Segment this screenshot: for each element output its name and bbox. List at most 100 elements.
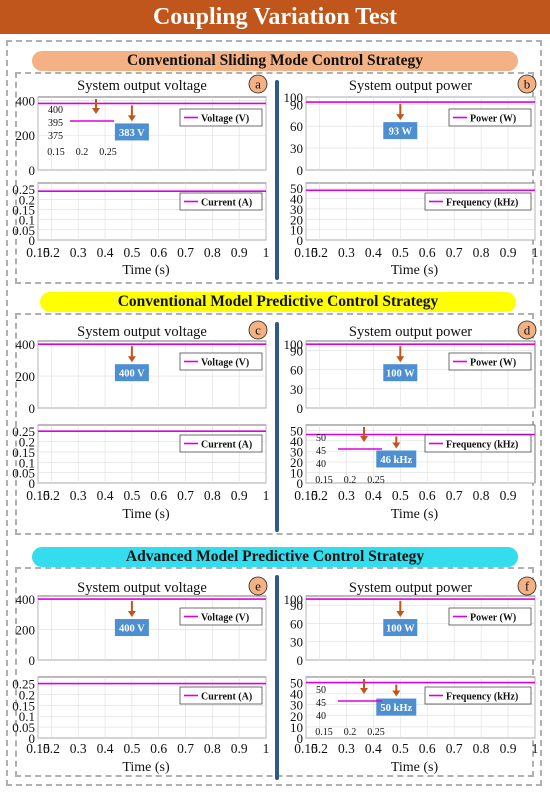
y-tick-a-bot-5: 0.25 <box>12 182 35 197</box>
callout-arrow-head-d-top <box>396 356 405 363</box>
inset-arrow-head-d-bot <box>360 436 368 442</box>
legend-box-c-top <box>179 352 263 371</box>
legend-label-f-bot: Frequency (kHz) <box>446 692 518 703</box>
x-tick-a-2: 0.3 <box>70 245 87 260</box>
x-tick-b-4: 0.5 <box>392 245 409 260</box>
callout-box-a-top <box>114 123 149 141</box>
x-tick-b-3: 0.4 <box>365 245 382 260</box>
legend-label-e-top: Voltage (V) <box>201 613 249 624</box>
callout-arrow-head-e-top <box>127 611 136 618</box>
x-tick-e-2: 0.3 <box>70 741 87 756</box>
panel-badge-d <box>517 320 537 340</box>
divider-2 <box>275 322 279 532</box>
y-tick-d-bot-3: 30 <box>290 444 303 459</box>
y-tick-e-bot-2: 0.1 <box>19 709 35 724</box>
x-tick-e-8: 0.9 <box>231 741 248 756</box>
y-tick-c-top-1: 200 <box>16 369 36 384</box>
inset-x-tick-f-bot-2: 0.25 <box>367 727 385 738</box>
panel-badge-a <box>248 74 268 94</box>
y-tick-d-top-2: 60 <box>290 363 303 378</box>
y-tick-b-top-1: 30 <box>290 141 303 156</box>
x-tick-d-7: 0.8 <box>473 488 490 503</box>
x-tick-b-9: 1 <box>532 245 539 260</box>
callout-arrow-head-d-bot <box>392 442 401 449</box>
inset-y-tick-d-bot-2: 40 <box>316 459 326 470</box>
inset-x-tick-d-bot-2: 0.25 <box>367 475 385 486</box>
x-tick-b-0: 0.15 <box>294 245 318 260</box>
y-tick-d-bot-1: 10 <box>290 465 303 480</box>
inset-y-tick-a-top-1: 395 <box>48 118 63 129</box>
y-tick-f-bot-2: 20 <box>290 709 303 724</box>
y-tick-a-bot-4: 0.2 <box>19 192 35 207</box>
inset-x-tick-a-top-2: 0.25 <box>99 147 117 158</box>
y-tick-c-top-2: 400 <box>16 337 36 352</box>
y-tick-a-bot-3: 0.15 <box>12 202 35 217</box>
legend-box-b-bot <box>424 192 532 211</box>
x-tick-d-3: 0.4 <box>365 488 382 503</box>
section-frame-smc <box>15 72 534 284</box>
panel-letter-b: b <box>524 77 531 92</box>
panel-title-e: System output voltage <box>77 580 207 596</box>
x-tick-a-7: 0.8 <box>204 245 221 260</box>
y-tick-a-bot-2: 0.1 <box>19 213 35 228</box>
callout-label-c-top: 400 V <box>119 369 145 380</box>
plot-frame-d-top <box>305 340 536 409</box>
y-tick-c-bot-5: 0.25 <box>12 424 35 439</box>
callout-box-e-top <box>114 619 149 637</box>
callout-label-d-bot: 46 kHz <box>380 455 412 466</box>
x-tick-f-7: 0.8 <box>473 741 490 756</box>
callout-label-f-top: 100 W <box>386 624 415 635</box>
inset-y-tick-a-top-0: 400 <box>48 105 63 116</box>
y-tick-b-top-3: 90 <box>290 97 303 112</box>
callout-arrow-head-a-top <box>127 115 136 122</box>
x-tick-f-0: 0.15 <box>294 741 318 756</box>
y-tick-e-bot-1: 0.05 <box>12 720 35 735</box>
inset-y-tick-f-bot-0: 50 <box>316 685 326 696</box>
x-tick-e-6: 0.7 <box>177 741 194 756</box>
x-tick-c-7: 0.8 <box>204 488 221 503</box>
legend-box-a-bot <box>179 192 263 211</box>
callout-box-d-bot <box>376 450 417 468</box>
legend-label-a-bot: Current (A) <box>201 198 252 209</box>
plot-frame-b-bot <box>305 182 536 241</box>
x-tick-a-1: 0.2 <box>43 245 60 260</box>
legend-box-a-top <box>179 108 263 127</box>
inset-arrow-head-a-top <box>92 108 100 114</box>
x-label-d: Time (s) <box>391 507 439 522</box>
y-tick-c-top-0: 0 <box>29 401 36 416</box>
x-tick-b-8: 0.9 <box>500 245 517 260</box>
x-tick-a-9: 1 <box>263 245 270 260</box>
y-tick-b-bot-3: 30 <box>290 202 303 217</box>
legend-label-c-top: Voltage (V) <box>201 358 249 369</box>
y-tick-a-bot-1: 0.05 <box>12 223 35 238</box>
callout-box-f-bot <box>376 698 417 716</box>
x-tick-b-6: 0.7 <box>446 245 463 260</box>
y-tick-a-bot-0: 0 <box>29 233 36 248</box>
y-tick-c-bot-1: 0.05 <box>12 466 35 481</box>
callout-box-f-top <box>383 619 418 637</box>
x-tick-b-1: 0.2 <box>311 245 328 260</box>
y-tick-f-top-0: 0 <box>297 653 304 668</box>
y-tick-f-bot-4: 40 <box>290 687 303 702</box>
x-tick-d-1: 0.2 <box>311 488 328 503</box>
y-tick-b-top-2: 60 <box>290 119 303 134</box>
callout-box-d-top <box>383 364 418 382</box>
x-tick-e-0: 0.15 <box>26 741 50 756</box>
y-tick-b-bot-0: 0 <box>297 233 304 248</box>
section-heading-advanced-mpc: Advanced Model Predictive Control Strate… <box>32 547 518 567</box>
callout-label-d-top: 100 W <box>386 369 415 380</box>
legend-label-e-bot: Current (A) <box>201 692 252 703</box>
x-tick-d-5: 0.6 <box>419 488 436 503</box>
plot-frame-c-top <box>37 340 267 409</box>
inset-x-tick-f-bot-1: 0.2 <box>344 727 357 738</box>
x-tick-f-3: 0.4 <box>365 741 382 756</box>
y-tick-f-bot-5: 50 <box>290 676 303 691</box>
y-tick-f-bot-1: 10 <box>290 720 303 735</box>
outer-frame <box>6 40 542 786</box>
x-tick-e-4: 0.5 <box>123 741 140 756</box>
x-tick-e-1: 0.2 <box>43 741 60 756</box>
x-tick-d-6: 0.7 <box>446 488 463 503</box>
x-tick-d-4: 0.5 <box>392 488 409 503</box>
panel-title-c: System output voltage <box>77 324 207 340</box>
